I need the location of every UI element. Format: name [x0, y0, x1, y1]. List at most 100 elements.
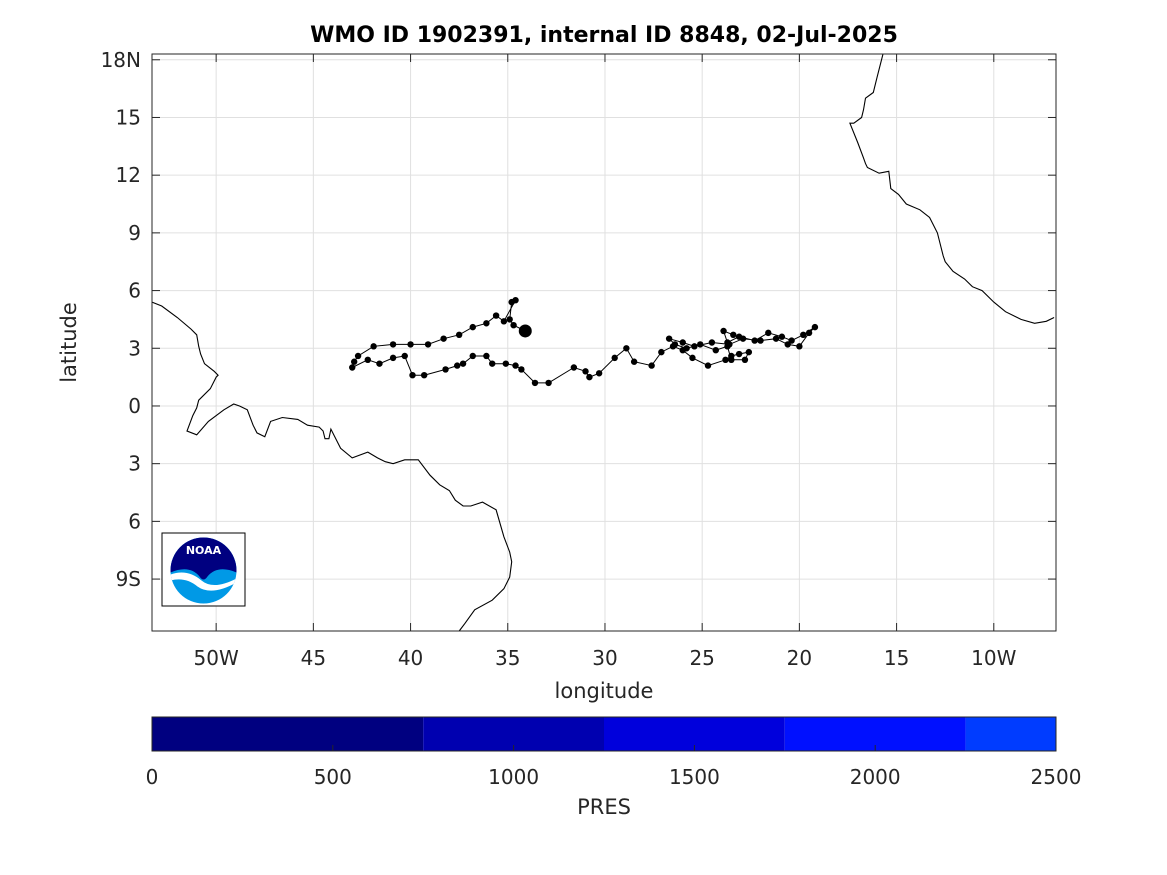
- profile-point: [735, 350, 743, 358]
- profile-point: [420, 371, 428, 379]
- profile-point: [720, 327, 727, 335]
- profile-point: [595, 370, 603, 377]
- profile-point: [671, 341, 679, 348]
- colorbar-label: PRES: [577, 795, 631, 819]
- x-axis-label: longitude: [555, 679, 654, 703]
- profile-point: [586, 373, 593, 381]
- profile-point: [492, 312, 500, 319]
- profile-point: [800, 331, 807, 339]
- profile-point: [751, 337, 758, 344]
- colorbar: [151, 716, 1057, 752]
- profile-point: [502, 360, 510, 367]
- profile-point: [805, 329, 813, 337]
- profile-point: [483, 320, 490, 327]
- profile-point: [730, 331, 737, 339]
- profile-point: [506, 316, 513, 323]
- noaa-seagull-icon: [170, 537, 237, 604]
- coastlines: [151, 53, 1055, 632]
- profile-point: [349, 364, 356, 371]
- profile-point: [489, 360, 496, 367]
- profile-point: [376, 360, 383, 367]
- y-tick-label: 9S: [116, 567, 141, 591]
- x-tick-label: 20: [787, 646, 812, 670]
- profile-point: [741, 356, 749, 364]
- profile-point: [440, 335, 447, 342]
- profile-point: [570, 364, 578, 371]
- gridlines: [152, 54, 1056, 631]
- x-tick-label: 30: [592, 646, 617, 670]
- y-axis-label: latitude: [57, 302, 81, 383]
- profile-point: [708, 339, 716, 346]
- profile-point: [424, 341, 432, 348]
- profile-point: [796, 343, 803, 350]
- profile-point: [401, 352, 408, 360]
- profile-point: [722, 356, 729, 364]
- colorbar-tick-label: 2500: [1031, 765, 1082, 789]
- profile-point: [772, 335, 780, 342]
- profile-point: [683, 345, 690, 352]
- profile-point: [728, 356, 735, 364]
- profile-point: [370, 343, 377, 350]
- x-tick-label: 40: [398, 646, 423, 670]
- profile-point: [778, 333, 786, 340]
- profile-point: [512, 362, 519, 369]
- x-tick-label: 10W: [971, 646, 1016, 670]
- colorbar-tick-label: 0: [146, 765, 159, 789]
- profile-point: [454, 362, 461, 369]
- profile-point: [510, 321, 517, 329]
- colorbar-segment: [965, 717, 1056, 751]
- profile-point: [459, 360, 467, 367]
- profile-point: [658, 348, 665, 356]
- profile-point: [582, 368, 589, 375]
- colorbar-ticks: 0 500 1000 1500 2000 2500: [146, 745, 1082, 789]
- profile-point: [354, 352, 362, 360]
- profile-point: [735, 333, 743, 340]
- profile-point: [469, 352, 476, 360]
- y-tick-label: 12: [116, 163, 141, 187]
- profile-point: [689, 354, 696, 362]
- profile-point: [784, 341, 791, 348]
- chart-title: WMO ID 1902391, internal ID 8848, 02-Jul…: [310, 23, 898, 48]
- y-tick-label: 15: [116, 105, 141, 129]
- profile-point: [623, 345, 630, 352]
- profile-point: [665, 335, 673, 342]
- float-track: [349, 296, 819, 387]
- profile-point: [630, 358, 638, 365]
- profile-point: [409, 371, 416, 379]
- profile-point: [712, 346, 719, 354]
- profile-point: [697, 341, 704, 348]
- profile-point: [765, 329, 772, 337]
- coastline-africa: [849, 53, 1055, 324]
- profile-point: [469, 323, 476, 331]
- profile-point: [407, 341, 414, 348]
- logo-seagull-wing: [170, 572, 237, 591]
- profile-point: [442, 366, 449, 373]
- profile-point: [500, 318, 508, 325]
- profile-point: [691, 343, 698, 350]
- coastline-south-america: [151, 301, 513, 632]
- profile-point: [679, 339, 686, 346]
- profile-point: [788, 337, 795, 344]
- colorbar-frame: [151, 716, 1057, 752]
- profile-point: [483, 352, 490, 360]
- colorbar-tick-label: 1500: [669, 765, 720, 789]
- profile-point: [811, 323, 819, 331]
- x-tick-label: 35: [495, 646, 520, 670]
- logo-upper-half: [170, 537, 237, 580]
- profile-point: [648, 362, 655, 369]
- y-tick-label: 6: [128, 509, 141, 533]
- profile-point: [724, 339, 731, 346]
- latest-position-marker: [518, 324, 532, 338]
- profile-point: [389, 341, 397, 348]
- colorbar-tick-label: 2000: [850, 765, 901, 789]
- profile-point: [745, 348, 753, 356]
- profile-point: [512, 296, 519, 304]
- x-axis-ticks: 50W 45 40 35 30 25 20 15 10W: [194, 54, 1017, 670]
- profile-point: [350, 358, 358, 365]
- profile-point: [518, 366, 525, 373]
- y-tick-label: 18N: [101, 48, 141, 72]
- profile-point: [389, 354, 397, 362]
- profile-point: [364, 356, 371, 364]
- colorbar-tick-label: 500: [314, 765, 352, 789]
